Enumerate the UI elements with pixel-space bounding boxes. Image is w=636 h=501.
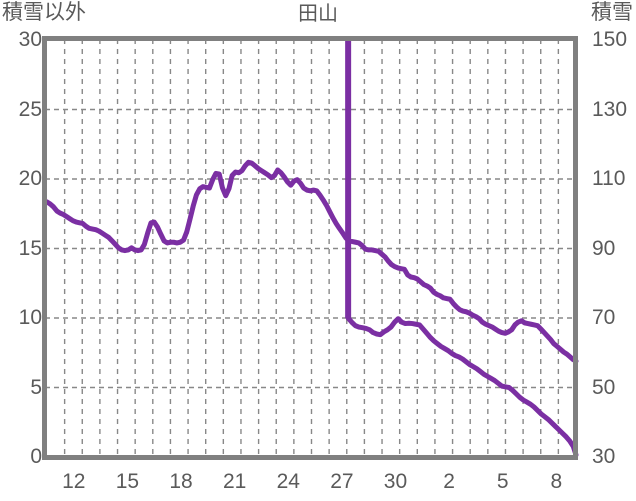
x-axis-tick: 15: [115, 470, 140, 493]
y-axis-left-tick: 5: [30, 375, 42, 399]
y-axis-left-tick: 30: [18, 28, 42, 51]
page-title: 田山: [298, 1, 338, 25]
right-axis-title: 積雪: [591, 0, 633, 24]
x-axis-tick: 5: [496, 470, 509, 493]
x-axis-tick: 8: [550, 470, 563, 493]
x-axis-tick: 18: [169, 470, 193, 493]
plot-frame: [42, 36, 578, 460]
y-axis-left-tick: 25: [18, 97, 42, 121]
y-axis-left-tick: 10: [18, 306, 42, 329]
x-axis-tick: 12: [62, 470, 86, 493]
y-axis-left-tick: 0: [30, 445, 42, 468]
y-axis-left-tick: 15: [18, 236, 42, 260]
left-axis-title: 積雪以外: [2, 0, 86, 24]
x-axis-tick: 30: [383, 470, 408, 493]
y-axis-right-tick: 150: [592, 28, 628, 51]
x-axis-tick: 27: [330, 470, 354, 493]
y-axis-right-tick: 50: [592, 375, 616, 399]
y-axis-right-tick: 90: [592, 236, 616, 260]
y-axis-right-tick: 70: [592, 306, 616, 329]
y-axis-left-tick: 20: [18, 167, 42, 190]
data-series: [44, 38, 579, 458]
x-axis-tick: 24: [276, 470, 300, 493]
y-axis-right-tick: 30: [592, 445, 616, 468]
y-axis-right-tick: 110: [592, 167, 626, 190]
x-axis-tick: 21: [222, 470, 247, 493]
y-axis-right-tick: 130: [592, 97, 628, 121]
gridlines: [45, 39, 577, 459]
x-axis-tick: 2: [443, 470, 455, 493]
